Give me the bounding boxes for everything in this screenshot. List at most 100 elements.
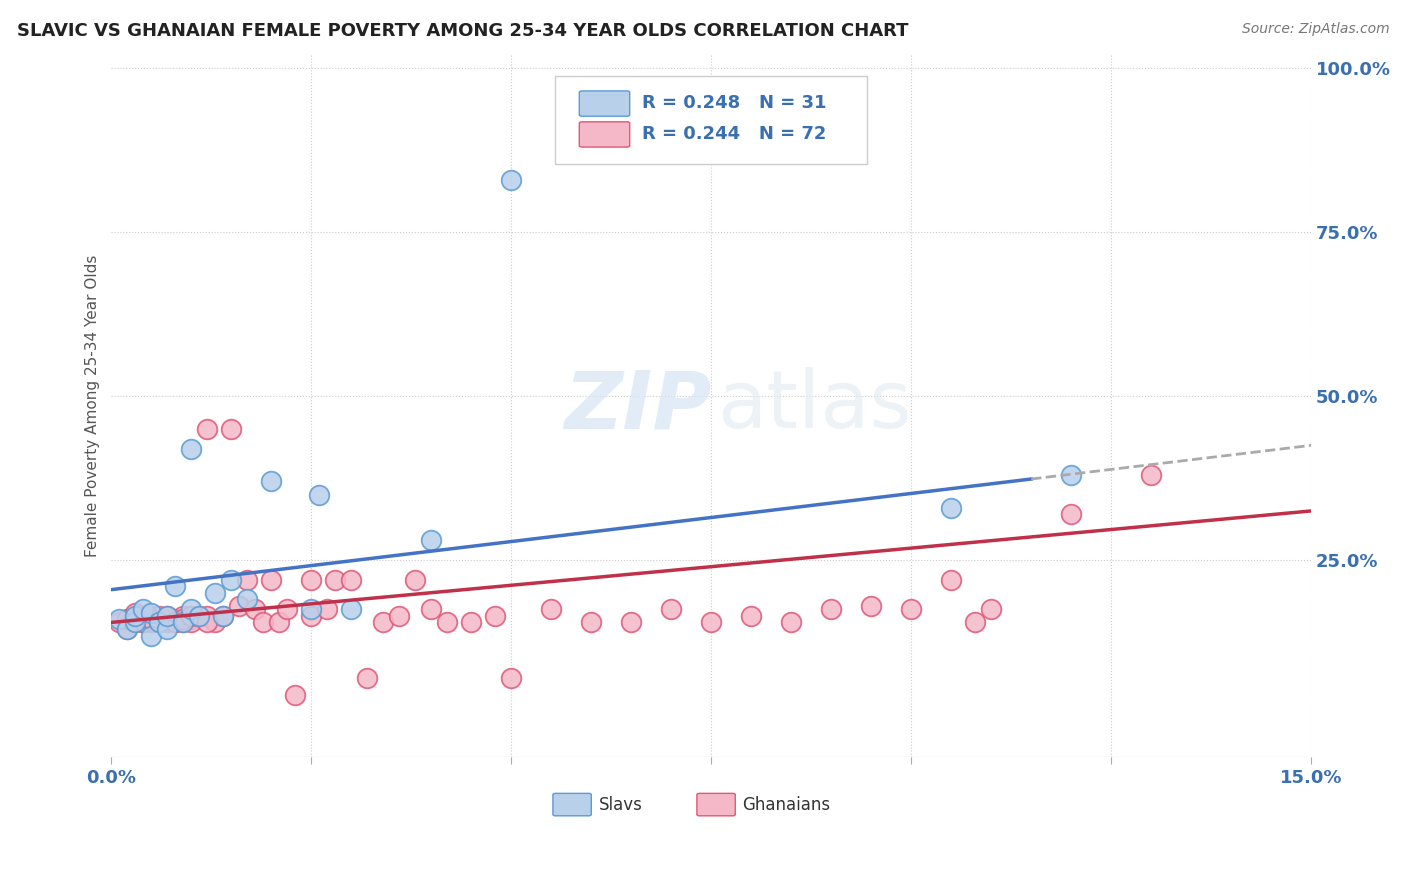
Point <box>197 422 219 436</box>
Point <box>388 608 411 623</box>
Point <box>501 671 523 685</box>
Text: Source: ZipAtlas.com: Source: ZipAtlas.com <box>1241 22 1389 37</box>
Point <box>141 615 163 630</box>
Point <box>620 615 643 630</box>
Point <box>484 608 506 623</box>
Point <box>221 573 243 587</box>
Point <box>780 615 803 630</box>
Point <box>659 602 682 616</box>
Point <box>108 615 131 630</box>
Point <box>117 622 139 636</box>
Text: Ghanaians: Ghanaians <box>742 796 831 814</box>
Point <box>141 628 163 642</box>
Point <box>124 615 146 630</box>
Point <box>236 592 259 607</box>
Point <box>340 602 363 616</box>
Point <box>299 602 322 616</box>
Point <box>581 615 603 630</box>
Point <box>325 573 347 587</box>
Point <box>299 573 322 587</box>
Point <box>212 608 235 623</box>
Point <box>117 622 139 636</box>
Point <box>284 688 307 702</box>
Point <box>124 615 146 630</box>
Point <box>228 599 250 613</box>
Point <box>980 602 1002 616</box>
Point <box>308 487 330 501</box>
Point <box>148 608 170 623</box>
Point <box>132 615 155 630</box>
Point <box>148 615 170 630</box>
Point <box>132 612 155 626</box>
Point <box>373 615 395 630</box>
Point <box>156 622 179 636</box>
Point <box>180 608 202 623</box>
Point <box>316 602 339 616</box>
Text: ZIP: ZIP <box>564 367 711 445</box>
Point <box>197 615 219 630</box>
Point <box>236 573 259 587</box>
Point <box>540 602 562 616</box>
Point <box>172 612 194 626</box>
Point <box>188 608 211 623</box>
Point <box>221 422 243 436</box>
Point <box>148 615 170 630</box>
Point <box>404 573 426 587</box>
Point <box>245 602 267 616</box>
Point <box>141 612 163 626</box>
Point <box>965 615 987 630</box>
Point <box>860 599 883 613</box>
Point <box>156 608 179 623</box>
Point <box>501 173 523 187</box>
Point <box>132 602 155 616</box>
Point <box>1060 467 1083 482</box>
Point <box>260 475 283 489</box>
Point <box>941 500 963 515</box>
Point <box>108 612 131 626</box>
Point <box>1060 507 1083 521</box>
Text: atlas: atlas <box>717 367 911 445</box>
Point <box>340 573 363 587</box>
Point <box>820 602 842 616</box>
Point <box>180 615 202 630</box>
Text: R = 0.244   N = 72: R = 0.244 N = 72 <box>641 125 827 143</box>
FancyBboxPatch shape <box>553 793 592 816</box>
Point <box>165 612 187 626</box>
Point <box>180 442 202 456</box>
Point <box>141 608 163 623</box>
Point <box>188 608 211 623</box>
Point <box>420 602 443 616</box>
Point <box>212 608 235 623</box>
Point <box>165 615 187 630</box>
Text: R = 0.248   N = 31: R = 0.248 N = 31 <box>641 94 827 112</box>
Point <box>420 533 443 548</box>
Y-axis label: Female Poverty Among 25-34 Year Olds: Female Poverty Among 25-34 Year Olds <box>86 255 100 558</box>
FancyBboxPatch shape <box>555 76 868 164</box>
Point <box>124 606 146 620</box>
Point <box>700 615 723 630</box>
FancyBboxPatch shape <box>579 122 630 147</box>
Point <box>132 615 155 630</box>
Point <box>172 608 194 623</box>
Point <box>165 615 187 630</box>
Point <box>252 615 274 630</box>
Point <box>156 608 179 623</box>
Point <box>180 612 202 626</box>
Point <box>299 608 322 623</box>
Point <box>900 602 922 616</box>
FancyBboxPatch shape <box>579 91 630 116</box>
Point <box>180 602 202 616</box>
Point <box>172 615 194 630</box>
Point <box>740 608 762 623</box>
Point <box>124 608 146 623</box>
Point <box>141 606 163 620</box>
Point <box>197 608 219 623</box>
Point <box>260 573 283 587</box>
Point <box>165 579 187 593</box>
Text: Slavs: Slavs <box>599 796 643 814</box>
Point <box>117 612 139 626</box>
Point <box>1140 467 1163 482</box>
Text: SLAVIC VS GHANAIAN FEMALE POVERTY AMONG 25-34 YEAR OLDS CORRELATION CHART: SLAVIC VS GHANAIAN FEMALE POVERTY AMONG … <box>17 22 908 40</box>
Point <box>148 615 170 630</box>
Point <box>436 615 458 630</box>
